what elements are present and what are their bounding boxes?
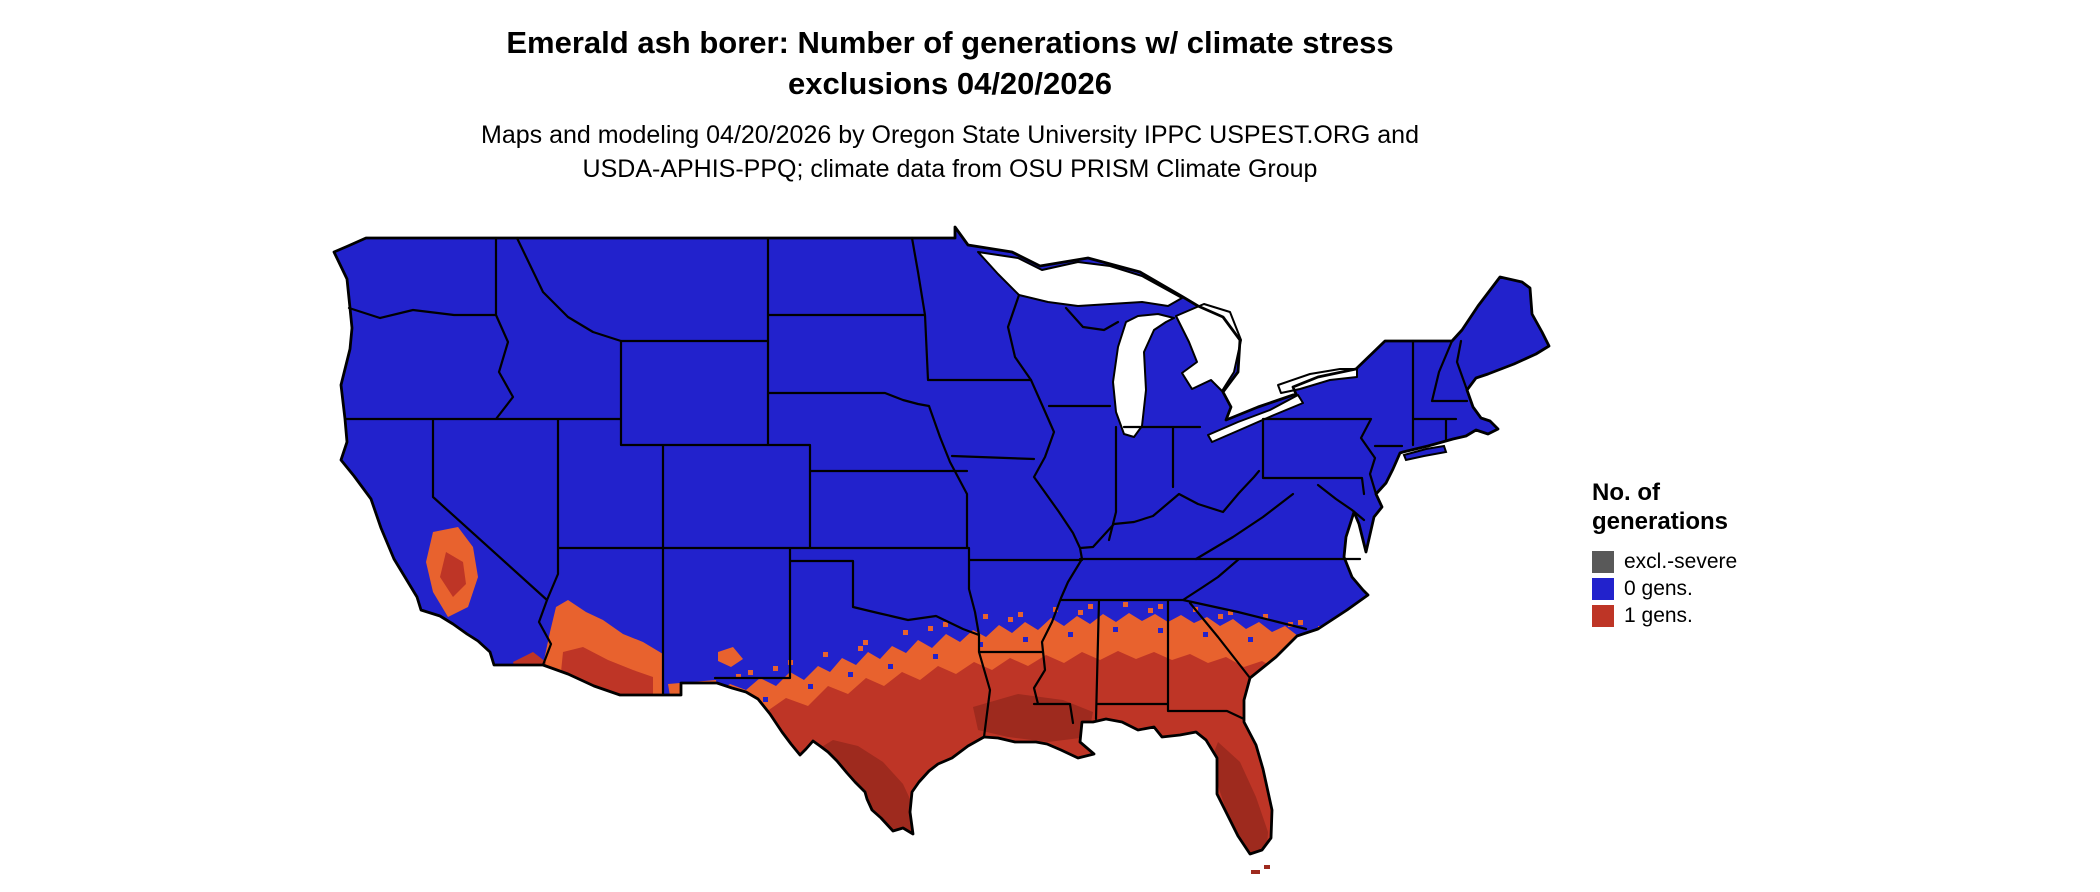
map-title: Emerald ash borer: Number of generations… xyxy=(0,22,1900,104)
state-borders-northeast xyxy=(1194,339,1469,561)
map-region-one-generation-deep-florida xyxy=(1211,742,1268,854)
legend-title-line1: No. of xyxy=(1592,479,1660,506)
legend-items: excl.-severe 0 gens. 1 gens. xyxy=(1592,548,1832,629)
us-map-svg xyxy=(332,225,1551,874)
legend-item-label: excl.-severe xyxy=(1624,549,1738,573)
legend-swatch xyxy=(1592,577,1614,600)
florida-keys xyxy=(1251,870,1260,874)
legend-item-label: 1 gens. xyxy=(1624,603,1693,627)
map-subtitle: Maps and modeling 04/20/2026 by Oregon S… xyxy=(0,118,1900,186)
legend-item-label: 0 gens. xyxy=(1624,576,1693,600)
state-borders-plains xyxy=(766,236,1084,637)
map-subtitle-line1: Maps and modeling 04/20/2026 by Oregon S… xyxy=(481,121,1419,149)
legend-title: No. of generations xyxy=(1592,478,1832,536)
map-container xyxy=(318,220,1558,884)
map-subtitle-line2: USDA-APHIS-PPQ; climate data from OSU PR… xyxy=(582,155,1318,183)
legend-item: 0 gens. xyxy=(1592,575,1832,602)
state-borders-west xyxy=(343,236,812,697)
long-island xyxy=(1402,444,1448,462)
legend: No. of generations excl.-severe 0 gens. 1 … xyxy=(1592,478,1832,629)
legend-item: excl.-severe xyxy=(1592,548,1832,575)
state-borders-midsouth xyxy=(977,293,1362,739)
map-title-line2: exclusions 04/20/2026 xyxy=(787,66,1112,101)
legend-title-line2: generations xyxy=(1592,508,1729,535)
map-region-one-generation-rio-grande-patch xyxy=(718,647,743,667)
legend-swatch xyxy=(1592,604,1614,627)
legend-swatch xyxy=(1592,550,1614,573)
lake-ontario xyxy=(1277,368,1358,394)
legend-item: 1 gens. xyxy=(1592,602,1832,629)
map-region-one-generation-central-valley-core xyxy=(440,552,466,597)
lake-superior xyxy=(977,251,1183,307)
map-title-line1: Emerald ash borer: Number of generations… xyxy=(506,25,1394,60)
lake-huron xyxy=(1175,303,1242,392)
florida-keys-2 xyxy=(1264,865,1270,869)
lake-michigan xyxy=(1112,313,1175,438)
map-region-one-generation-deep-gulf xyxy=(973,694,1093,742)
lake-erie xyxy=(1207,394,1304,443)
